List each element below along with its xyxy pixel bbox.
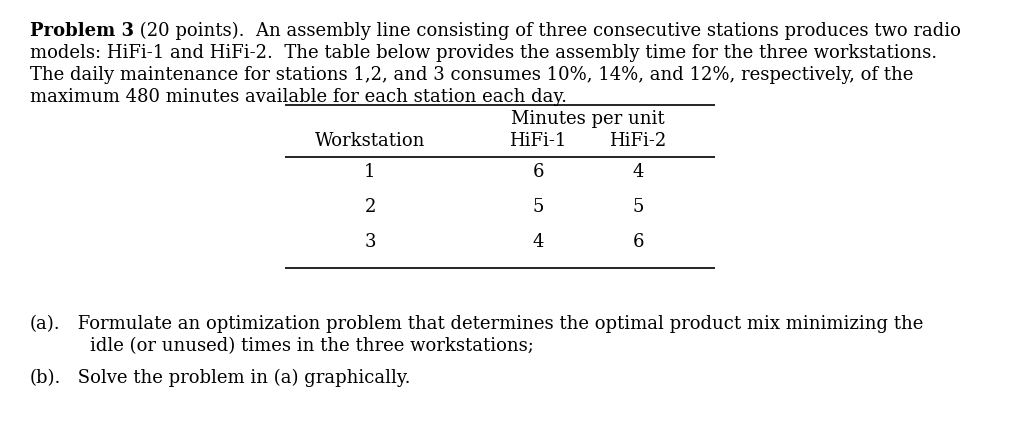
Text: 6: 6 — [532, 163, 544, 181]
Text: 5: 5 — [532, 198, 544, 216]
Text: (b).: (b). — [30, 369, 61, 387]
Text: The daily maintenance for stations 1,2, and 3 consumes 10%, 14%, and 12%, respec: The daily maintenance for stations 1,2, … — [30, 66, 913, 84]
Text: 4: 4 — [632, 163, 644, 181]
Text: 4: 4 — [532, 233, 544, 251]
Text: 3: 3 — [365, 233, 376, 251]
Text: models: HiFi-1 and HiFi-2.  The table below provides the assembly time for the t: models: HiFi-1 and HiFi-2. The table bel… — [30, 44, 937, 62]
Text: Solve the problem in (a) graphically.: Solve the problem in (a) graphically. — [72, 369, 411, 387]
Text: HiFi-1: HiFi-1 — [509, 132, 566, 150]
Text: 5: 5 — [632, 198, 644, 216]
Text: Workstation: Workstation — [314, 132, 425, 150]
Text: maximum 480 minutes available for each station each day.: maximum 480 minutes available for each s… — [30, 88, 567, 106]
Text: Problem 3: Problem 3 — [30, 22, 134, 40]
Text: Minutes per unit: Minutes per unit — [511, 110, 665, 128]
Text: 1: 1 — [365, 163, 376, 181]
Text: (20 points).  An assembly line consisting of three consecutive stations produces: (20 points). An assembly line consisting… — [134, 22, 961, 40]
Text: Formulate an optimization problem that determines the optimal product mix minimi: Formulate an optimization problem that d… — [72, 315, 924, 333]
Text: idle (or unused) times in the three workstations;: idle (or unused) times in the three work… — [90, 337, 534, 355]
Text: 2: 2 — [365, 198, 376, 216]
Text: (a).: (a). — [30, 315, 60, 333]
Text: HiFi-2: HiFi-2 — [609, 132, 667, 150]
Text: 6: 6 — [632, 233, 644, 251]
